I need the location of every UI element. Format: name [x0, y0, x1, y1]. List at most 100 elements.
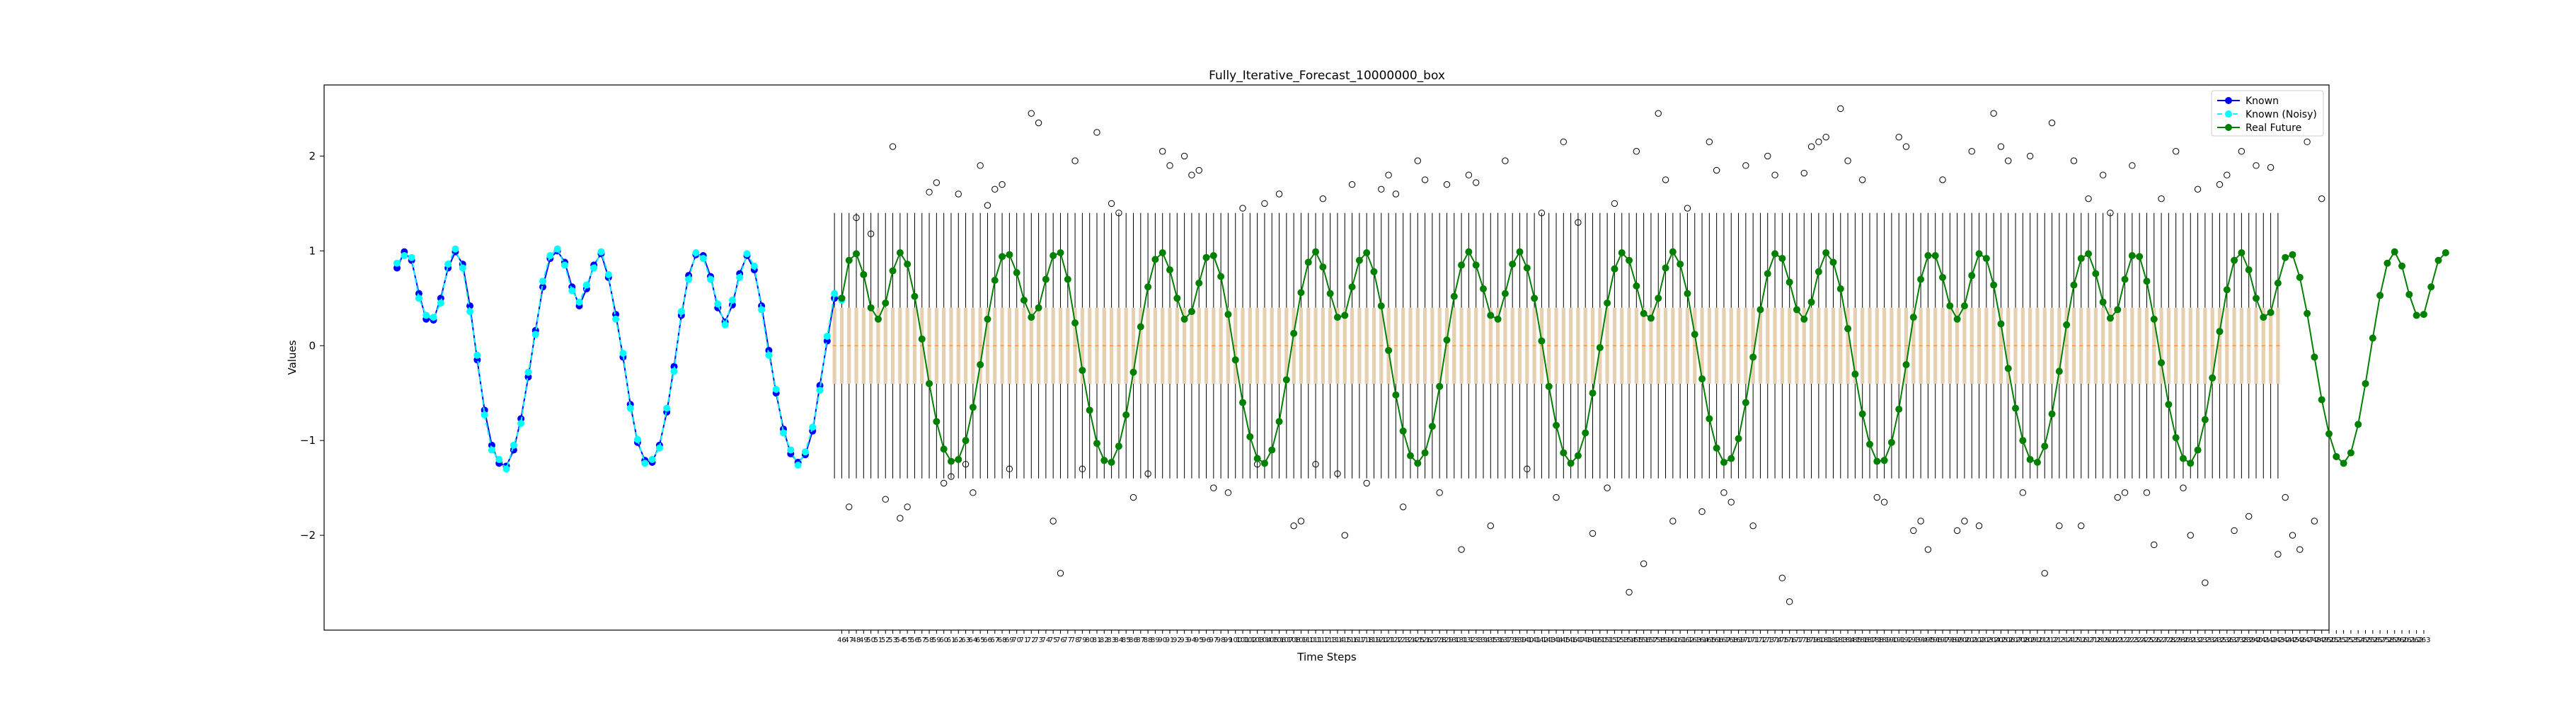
outlier-point: [1669, 518, 1677, 525]
x-tick-label: 212: [2045, 636, 2059, 644]
series-point: [502, 465, 510, 473]
box-227: [2013, 212, 2018, 479]
outlier-point: [1968, 148, 1975, 155]
series-point: [437, 299, 444, 307]
series-point: [926, 379, 933, 387]
x-tick-label: 101: [1236, 636, 1249, 644]
series-point: [1020, 296, 1028, 304]
series-point: [933, 418, 941, 426]
x-tick-label: 86: [1129, 636, 1138, 644]
x-tick-label: 197: [1936, 636, 1949, 644]
box-82: [956, 212, 960, 479]
box-101: [1095, 212, 1099, 479]
outlier-point: [1297, 518, 1305, 525]
x-tick-label: 236: [2220, 636, 2233, 644]
series-point: [2325, 430, 2333, 438]
box-238: [2093, 212, 2098, 479]
series-point: [1939, 273, 1947, 281]
outlier-point: [2158, 195, 2165, 202]
x-tick-label: 229: [2169, 636, 2183, 644]
series-point: [2019, 437, 2027, 445]
box-144: [1408, 212, 1413, 479]
box-206: [1861, 212, 1865, 479]
series-point: [517, 420, 525, 428]
series-point: [1209, 252, 1217, 260]
series-point: [1931, 252, 1939, 260]
series-point: [1436, 382, 1444, 390]
series-point: [2398, 262, 2406, 270]
series-point: [2106, 314, 2114, 322]
x-tick-label: 193: [1907, 636, 1920, 644]
box-132: [1321, 212, 1325, 479]
x-tick-label: 175: [1776, 636, 1789, 644]
box-263: [2276, 212, 2280, 479]
x-tick-label: 166: [1710, 636, 1723, 644]
outlier-point: [2202, 579, 2209, 586]
series-known: [393, 247, 846, 470]
x-tick-label: 120: [1374, 636, 1388, 644]
series-point: [1385, 346, 1393, 354]
y-axis-label: Values: [286, 340, 299, 375]
outlier-point: [1953, 527, 1961, 535]
series-point: [1640, 309, 1648, 317]
x-tick-label: 183: [1834, 636, 1847, 644]
box-95: [1051, 212, 1055, 479]
box-163: [1547, 212, 1551, 479]
x-tick-label: 238: [2235, 636, 2248, 644]
series-point: [1742, 399, 1749, 406]
series-point: [867, 304, 875, 312]
outlier-point: [1589, 530, 1597, 537]
outlier-point: [2267, 164, 2275, 171]
x-tick-label: 72: [1027, 636, 1036, 644]
outlier-point: [2194, 185, 2202, 193]
box-169: [1590, 212, 1595, 479]
series-point: [1538, 337, 1546, 345]
series-point: [466, 308, 474, 316]
x-tick-label: 103: [1250, 636, 1264, 644]
x-tick-label: 219: [2096, 636, 2110, 644]
series-point: [714, 300, 722, 308]
legend-marker: [2225, 124, 2232, 131]
x-tick-label: 224: [2133, 636, 2146, 644]
series-point: [1399, 427, 1407, 435]
series-point: [2063, 321, 2071, 329]
x-tick-label: 81: [1093, 636, 1102, 644]
x-tick-label: 177: [1790, 636, 1803, 644]
outlier-point: [2282, 493, 2289, 501]
y-tick-label: 1: [309, 244, 316, 257]
x-tick-label: 218: [2089, 636, 2103, 644]
box-200: [1817, 212, 1821, 479]
box-155: [1488, 212, 1493, 479]
series-point: [904, 261, 912, 268]
outlier-point: [1093, 129, 1100, 136]
outlier-point: [1742, 162, 1749, 169]
series-point: [685, 275, 693, 283]
outlier-point: [1050, 518, 1057, 525]
series-point: [699, 255, 707, 263]
box-223: [1984, 212, 1989, 479]
outlier-point: [926, 188, 933, 196]
box-220: [1962, 212, 1967, 479]
box-243: [2130, 212, 2134, 479]
series-point: [2260, 314, 2267, 321]
outlier-point: [1057, 569, 1064, 577]
outlier-point: [2048, 119, 2056, 127]
box-108: [1146, 212, 1150, 479]
series-point: [2318, 396, 2325, 404]
x-tick-label: 74: [1042, 636, 1051, 644]
box-217: [1940, 212, 1945, 479]
outlier-point: [846, 503, 853, 510]
series-point: [1406, 452, 1414, 459]
box-177: [1649, 212, 1653, 479]
box-123: [1255, 212, 1260, 479]
series-point: [2442, 249, 2449, 257]
series-point: [1858, 410, 1866, 418]
x-tick-label: 187: [1863, 636, 1876, 644]
box-79: [934, 212, 938, 479]
outlier-point: [1385, 171, 1392, 178]
box-143: [1401, 212, 1405, 479]
outlier-point: [1611, 200, 1618, 207]
outlier-point: [882, 496, 889, 503]
x-tick-label: 65: [976, 636, 985, 644]
series-point: [2209, 374, 2216, 382]
